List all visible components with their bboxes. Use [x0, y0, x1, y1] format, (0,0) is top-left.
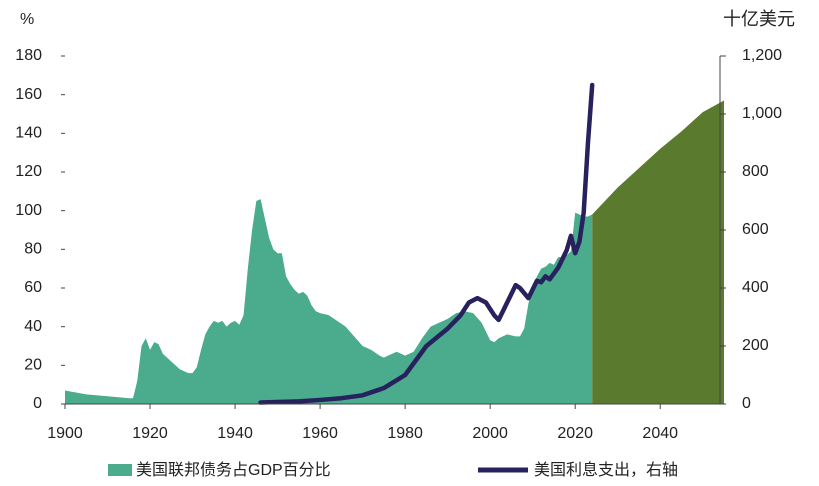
y-tick-label: 60 — [24, 279, 42, 296]
y2-tick-label: 800 — [742, 163, 769, 180]
y-axis-label: % — [20, 11, 34, 28]
y-tick-label: 0 — [33, 395, 42, 412]
y2-tick-label: 1,200 — [742, 47, 782, 64]
y2-tick-label: 0 — [742, 395, 751, 412]
x-tick-label: 1900 — [47, 425, 83, 442]
y-tick-label: 120 — [15, 163, 42, 180]
x-tick-label: 1920 — [132, 425, 168, 442]
area — [592, 100, 724, 404]
x-tick-label: 2020 — [557, 425, 593, 442]
y2-tick-label: 400 — [742, 279, 769, 296]
y-tick-label: 80 — [24, 241, 42, 258]
x-tick-label: 1960 — [302, 425, 338, 442]
x-tick-label: 1940 — [217, 425, 253, 442]
y-tick-label: 100 — [15, 202, 42, 219]
y-tick-label: 40 — [24, 318, 42, 335]
x-tick-label: 2040 — [642, 425, 678, 442]
y2-axis-label: 十亿美元 — [723, 9, 795, 29]
legend-label: 美国利息支出，右轴 — [534, 461, 678, 479]
y-tick-label: 160 — [15, 86, 42, 103]
x-tick-label: 2000 — [472, 425, 508, 442]
y2-tick-label: 200 — [742, 337, 769, 354]
y-tick-label: 140 — [15, 125, 42, 142]
legend-label: 美国联邦债务占GDP百分比 — [136, 461, 331, 479]
area — [65, 199, 593, 404]
line — [258, 82, 595, 405]
x-tick-label: 1980 — [387, 425, 423, 442]
legend-swatch — [108, 464, 132, 476]
y2-tick-label: 1,000 — [742, 105, 782, 122]
y-tick-label: 180 — [15, 47, 42, 64]
y-tick-label: 20 — [24, 357, 42, 374]
y2-tick-label: 600 — [742, 221, 769, 238]
